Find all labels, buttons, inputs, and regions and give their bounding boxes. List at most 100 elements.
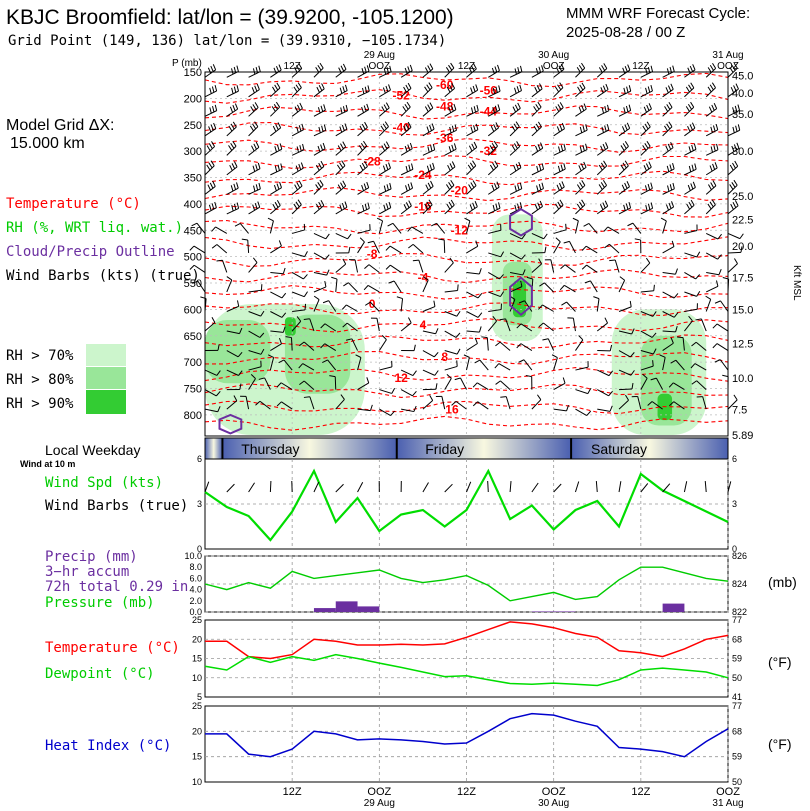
wind-barb-flag bbox=[659, 354, 666, 358]
wind-barb-staff bbox=[248, 366, 262, 371]
wind-barb-flag bbox=[712, 180, 717, 187]
wind-barb-staff bbox=[597, 408, 611, 412]
wind-barb-flag bbox=[319, 179, 324, 186]
wind-barb-staff bbox=[662, 188, 675, 195]
wind-barb bbox=[385, 264, 402, 273]
wind-barb-staff bbox=[309, 318, 315, 332]
wind-barb-flag bbox=[544, 246, 547, 253]
wind-barb-staff bbox=[466, 291, 479, 299]
wind-barb-flag bbox=[499, 274, 504, 280]
wind-barb-staff bbox=[575, 87, 586, 98]
wind-barb-flag bbox=[189, 264, 195, 270]
pressure-tick-label: 600 bbox=[184, 304, 202, 316]
wind-barb-flag bbox=[675, 268, 678, 275]
wind-surface-barb bbox=[618, 481, 622, 493]
wind-barb bbox=[488, 303, 502, 312]
wind-barb bbox=[668, 382, 685, 391]
wind-barb-staff bbox=[313, 88, 325, 98]
wind-barb bbox=[216, 259, 228, 273]
wind-barb bbox=[575, 143, 588, 156]
wind-barb-flag bbox=[648, 161, 652, 168]
wind-barb-flag bbox=[364, 86, 368, 93]
wind-barb-flag bbox=[500, 251, 505, 258]
wind-barb-flag bbox=[609, 259, 616, 262]
wind-barb bbox=[422, 180, 434, 195]
wind-barb-flag bbox=[472, 202, 476, 209]
wind-barb bbox=[553, 143, 566, 156]
wind-barb-flag bbox=[585, 143, 588, 150]
precip-bar bbox=[531, 611, 554, 612]
wind-barb-staff bbox=[422, 68, 434, 78]
wind-barb-staff bbox=[422, 279, 429, 293]
wind-barb-flag bbox=[295, 84, 300, 91]
wind-barb-flag bbox=[491, 67, 495, 74]
wind-barb-flag bbox=[492, 107, 495, 114]
wind-barb bbox=[379, 387, 396, 394]
top-hour-label: 12Z bbox=[632, 61, 649, 72]
wind-barb-flag bbox=[211, 203, 215, 210]
wind-barb-staff bbox=[269, 357, 275, 371]
wind-barb-flag bbox=[276, 144, 280, 151]
wind-barb bbox=[407, 226, 424, 234]
wind-barb-flag bbox=[413, 405, 417, 412]
wind-barb-staff bbox=[618, 146, 629, 156]
wind-barb-flag bbox=[362, 87, 365, 94]
isotherm-line bbox=[205, 350, 729, 365]
wind-barb-flag bbox=[473, 125, 476, 132]
wind-barb-flag bbox=[272, 125, 277, 132]
wind-barb-flag bbox=[257, 201, 261, 208]
wind-barb-flag bbox=[234, 222, 241, 227]
bottom-hour-label: 12Z bbox=[631, 786, 650, 798]
wind-barb-flag bbox=[563, 163, 566, 170]
wind-barb-flag bbox=[211, 226, 216, 232]
wind-barb-flag bbox=[320, 323, 326, 329]
wind-barb-staff bbox=[400, 87, 412, 98]
wind-barb bbox=[627, 222, 642, 234]
wind-barb bbox=[542, 338, 555, 351]
wind-barb-flag bbox=[367, 202, 370, 209]
wind-barb-flag bbox=[233, 161, 238, 168]
wind-barb-flag bbox=[448, 146, 452, 153]
wind-barb-flag bbox=[490, 125, 495, 132]
wind-barb-flag bbox=[450, 105, 454, 112]
wind-barb bbox=[531, 258, 543, 273]
wind-barb-flag bbox=[733, 258, 738, 264]
top-hour-label: OOZ bbox=[368, 61, 390, 72]
wind-barb-flag bbox=[581, 245, 587, 251]
wind-barb bbox=[488, 272, 504, 280]
wind-barb bbox=[270, 101, 281, 117]
wind-barb-flag bbox=[403, 204, 408, 210]
wind-barb-staff bbox=[618, 165, 629, 176]
pressure-tick-label: 150 bbox=[184, 67, 202, 79]
wind-barb-staff bbox=[400, 148, 413, 156]
wind-barb-flag bbox=[294, 184, 298, 191]
precip-ytick: 4.0 bbox=[189, 585, 202, 595]
wind-barb-staff bbox=[357, 109, 369, 117]
wind-barb bbox=[191, 222, 206, 234]
top-hour-label: 12Z bbox=[284, 61, 301, 72]
wind-barb-staff bbox=[444, 184, 455, 195]
wind-barb bbox=[276, 401, 293, 410]
wind-barb-flag bbox=[563, 143, 566, 150]
wind-barb bbox=[422, 102, 434, 117]
mb-unit-label: (mb) bbox=[768, 574, 797, 590]
wind-barb-staff bbox=[509, 126, 520, 137]
wind-barb bbox=[248, 257, 258, 273]
bottom-date-label: 30 Aug bbox=[538, 798, 569, 809]
wind-barb-flag bbox=[558, 146, 561, 153]
wind-barb bbox=[466, 123, 479, 137]
wind-barb-staff bbox=[444, 365, 458, 371]
wind-barb-flag bbox=[316, 86, 320, 93]
wind-barb-flag bbox=[257, 162, 261, 169]
wind-barb-staff bbox=[204, 389, 217, 397]
wind-barbs-legend: Wind Barbs (kts) (true) bbox=[6, 268, 200, 284]
wind-barb-flag bbox=[693, 143, 697, 150]
wind-barb-flag bbox=[468, 184, 473, 190]
wind-barb bbox=[575, 199, 586, 215]
wind-barb-staff bbox=[313, 286, 327, 293]
wind-barb bbox=[400, 82, 412, 98]
wind-barb-flag bbox=[559, 199, 564, 206]
wind-barb bbox=[313, 252, 330, 260]
wind-barb-staff bbox=[575, 204, 586, 215]
wind-barb bbox=[531, 394, 542, 410]
